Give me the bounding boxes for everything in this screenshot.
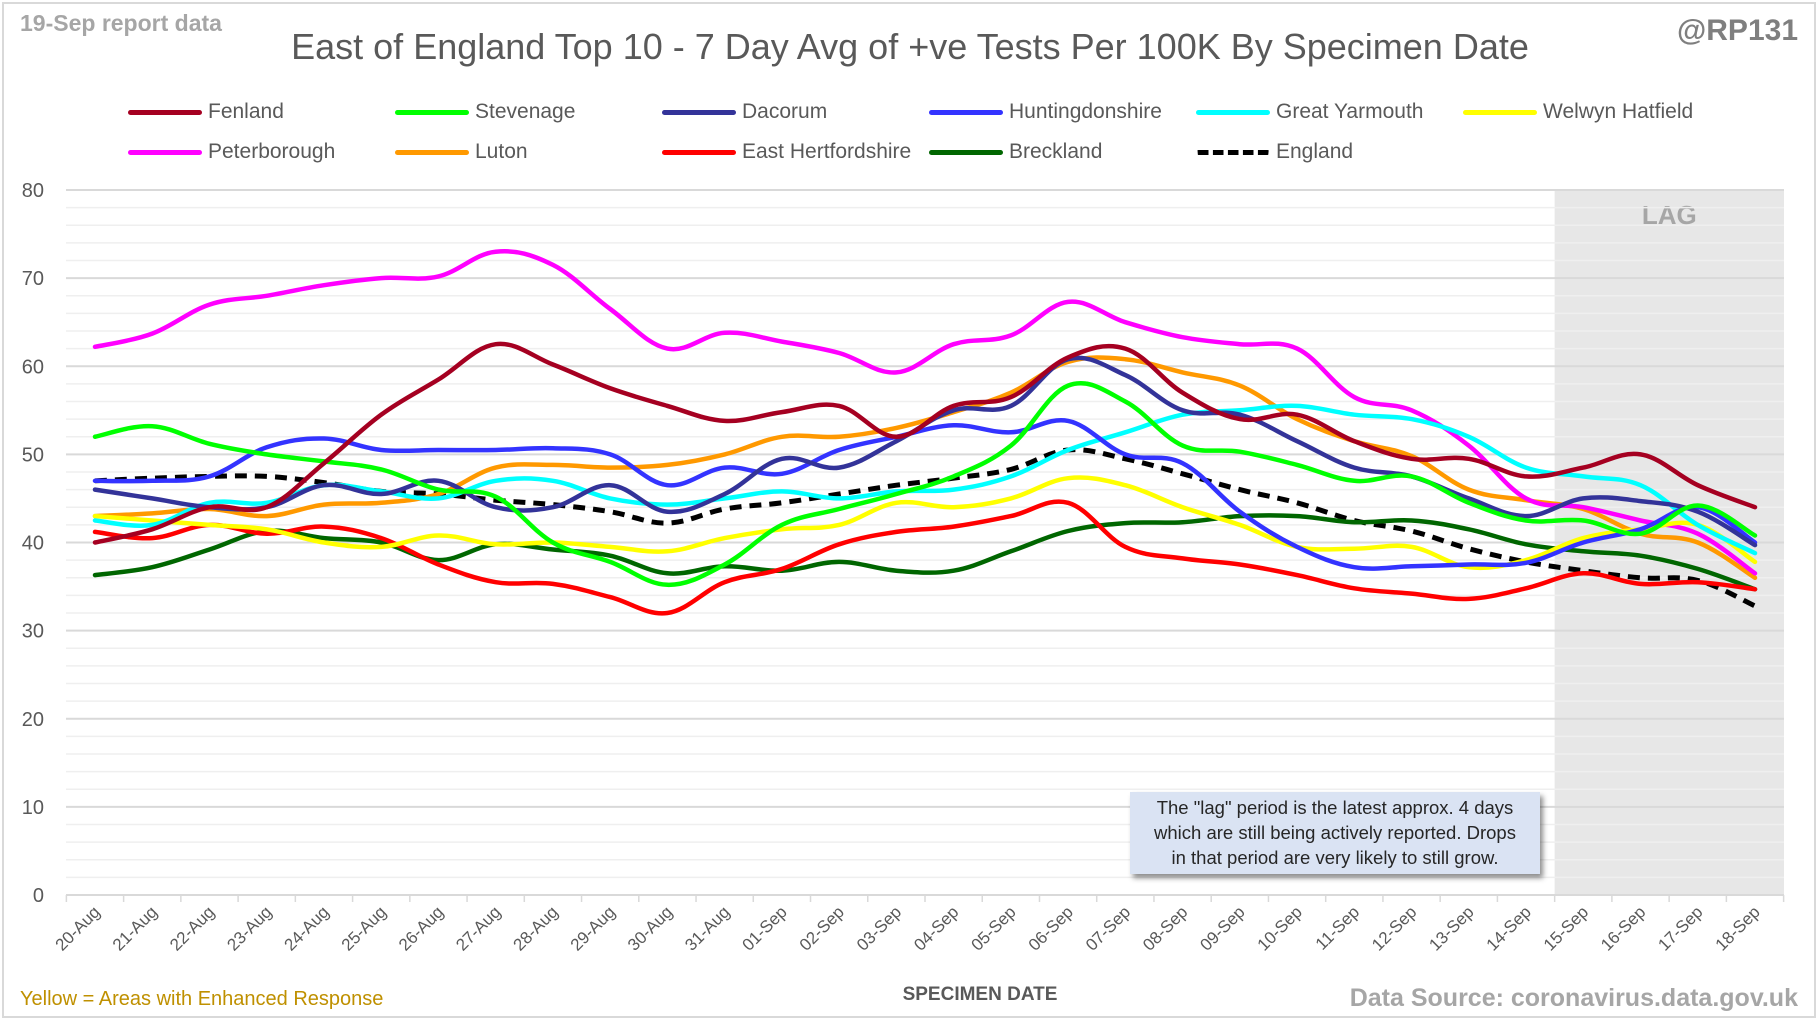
y-tick-label: 30 [22, 621, 44, 643]
legend-label: Stevenage [475, 100, 576, 123]
y-tick-label: 60 [22, 356, 44, 378]
x-tick-label: 01-Sep [739, 902, 791, 954]
x-tick-label: 29-Aug [567, 902, 619, 954]
x-tick-label: 17-Sep [1654, 902, 1706, 954]
x-tick-label: 24-Aug [281, 902, 333, 954]
legend-item-great-yarmouth: Great Yarmouth [1196, 97, 1423, 127]
x-tick-label: 12-Sep [1368, 902, 1420, 954]
x-tick-label: 02-Sep [796, 902, 848, 954]
legend-item-huntingdonshire: Huntingdonshire [929, 97, 1162, 127]
legend-label: England [1276, 140, 1354, 163]
chart-title: East of England Top 10 - 7 Day Avg of +v… [291, 26, 1529, 67]
x-tick-label: 11-Sep [1312, 902, 1363, 953]
annotation-line: in that period are very likely to still … [1171, 847, 1499, 868]
x-tick-label: 07-Sep [1082, 902, 1134, 954]
legend-label: Dacorum [742, 100, 828, 123]
legend-label: Fenland [208, 100, 284, 123]
x-tick-label: 26-Aug [395, 902, 447, 954]
y-tick-label: 20 [22, 709, 44, 731]
report-date-label: 19-Sep report data [20, 10, 222, 36]
legend-swatch [1196, 149, 1270, 155]
x-tick-label: 15-Sep [1540, 902, 1592, 954]
lag-annotation-box: The "lag" period is the latest approx. 4… [1130, 792, 1540, 874]
legend-swatch [128, 149, 202, 155]
x-tick-label: 20-Aug [52, 902, 104, 954]
legend-swatch [128, 109, 202, 115]
x-tick-label: 25-Aug [338, 902, 390, 954]
x-tick-label: 06-Sep [1025, 902, 1077, 954]
legend-item-stevenage: Stevenage [395, 97, 575, 127]
y-tick-label: 80 [22, 180, 44, 202]
series-line-fenland [92, 341, 1758, 545]
x-tick-label: 22-Aug [166, 902, 218, 954]
legend-label: Luton [475, 140, 528, 163]
legend-swatch [662, 149, 736, 155]
legend-swatch [1463, 109, 1537, 115]
legend-label: Peterborough [208, 140, 336, 163]
annotation-line: The "lag" period is the latest approx. 4… [1156, 797, 1514, 818]
x-tick-label: 03-Sep [853, 902, 905, 954]
legend-item-luton: Luton [395, 137, 528, 167]
x-tick-label: 21-Aug [109, 902, 161, 954]
legend-item-breckland: Breckland [929, 137, 1102, 167]
x-tick-label: 27-Aug [452, 902, 504, 954]
data-source-label: Data Source: coronavirus.data.gov.uk [1349, 984, 1798, 1012]
x-tick-label: 09-Sep [1196, 902, 1248, 954]
x-tick-label: 14-Sep [1483, 902, 1535, 954]
y-tick-label: 10 [22, 797, 44, 819]
x-tick-label: 30-Aug [624, 902, 676, 954]
y-tick-label: 0 [33, 885, 44, 907]
legend-item-east-hertfordshire: East Hertfordshire [662, 137, 911, 167]
x-tick-label: 23-Aug [223, 902, 275, 954]
y-tick-label: 70 [22, 268, 44, 290]
series-line-breckland [92, 513, 1758, 592]
legend-item-england: England [1196, 137, 1353, 167]
legend-item-peterborough: Peterborough [128, 137, 335, 167]
legend-label: Great Yarmouth [1276, 100, 1424, 123]
x-tick-label: 08-Sep [1139, 902, 1191, 954]
series-line-peterborough [92, 248, 1758, 576]
x-axis-label: SPECIMEN DATE [902, 984, 1058, 1005]
legend-label: East Hertfordshire [742, 140, 912, 163]
series-line-stevenage [92, 380, 1758, 588]
legend-item-welwyn-hatfield: Welwyn Hatfield [1463, 97, 1693, 127]
y-tick-label: 40 [22, 533, 44, 555]
series-line-east-hertfordshire [92, 499, 1758, 616]
author-handle: @RP131 [1677, 14, 1798, 47]
enhanced-response-note: Yellow = Areas with Enhanced Response [20, 988, 384, 1010]
annotation-line: which are still being actively reported.… [1154, 822, 1516, 843]
x-tick-label: 05-Sep [967, 902, 1019, 954]
legend-label: Welwyn Hatfield [1543, 100, 1694, 123]
legend-swatch [395, 149, 469, 155]
legend-swatch [929, 149, 1003, 155]
legend-swatch [1196, 109, 1270, 115]
y-tick-label: 50 [22, 444, 44, 466]
x-tick-label: 31-Aug [681, 902, 733, 954]
legend-label: Breckland [1009, 140, 1103, 163]
x-tick-label: 13-Sep [1425, 902, 1477, 954]
x-tick-label: 16-Sep [1597, 902, 1649, 954]
legend-swatch [662, 109, 736, 115]
x-tick-label: 10-Sep [1254, 902, 1306, 954]
series-line-great-yarmouth [92, 403, 1758, 556]
legend-swatch [929, 109, 1003, 115]
legend-swatch [395, 109, 469, 115]
series-line-welwyn-hatfield [92, 475, 1758, 571]
legend-item-fenland: Fenland [128, 97, 284, 127]
series-line-huntingdonshire [92, 417, 1758, 571]
legend-label: Huntingdonshire [1009, 100, 1162, 123]
legend-item-dacorum: Dacorum [662, 97, 827, 127]
x-tick-label: 04-Sep [910, 902, 962, 954]
x-tick-label: 28-Aug [510, 902, 562, 954]
x-tick-label: 18-Sep [1712, 902, 1764, 954]
